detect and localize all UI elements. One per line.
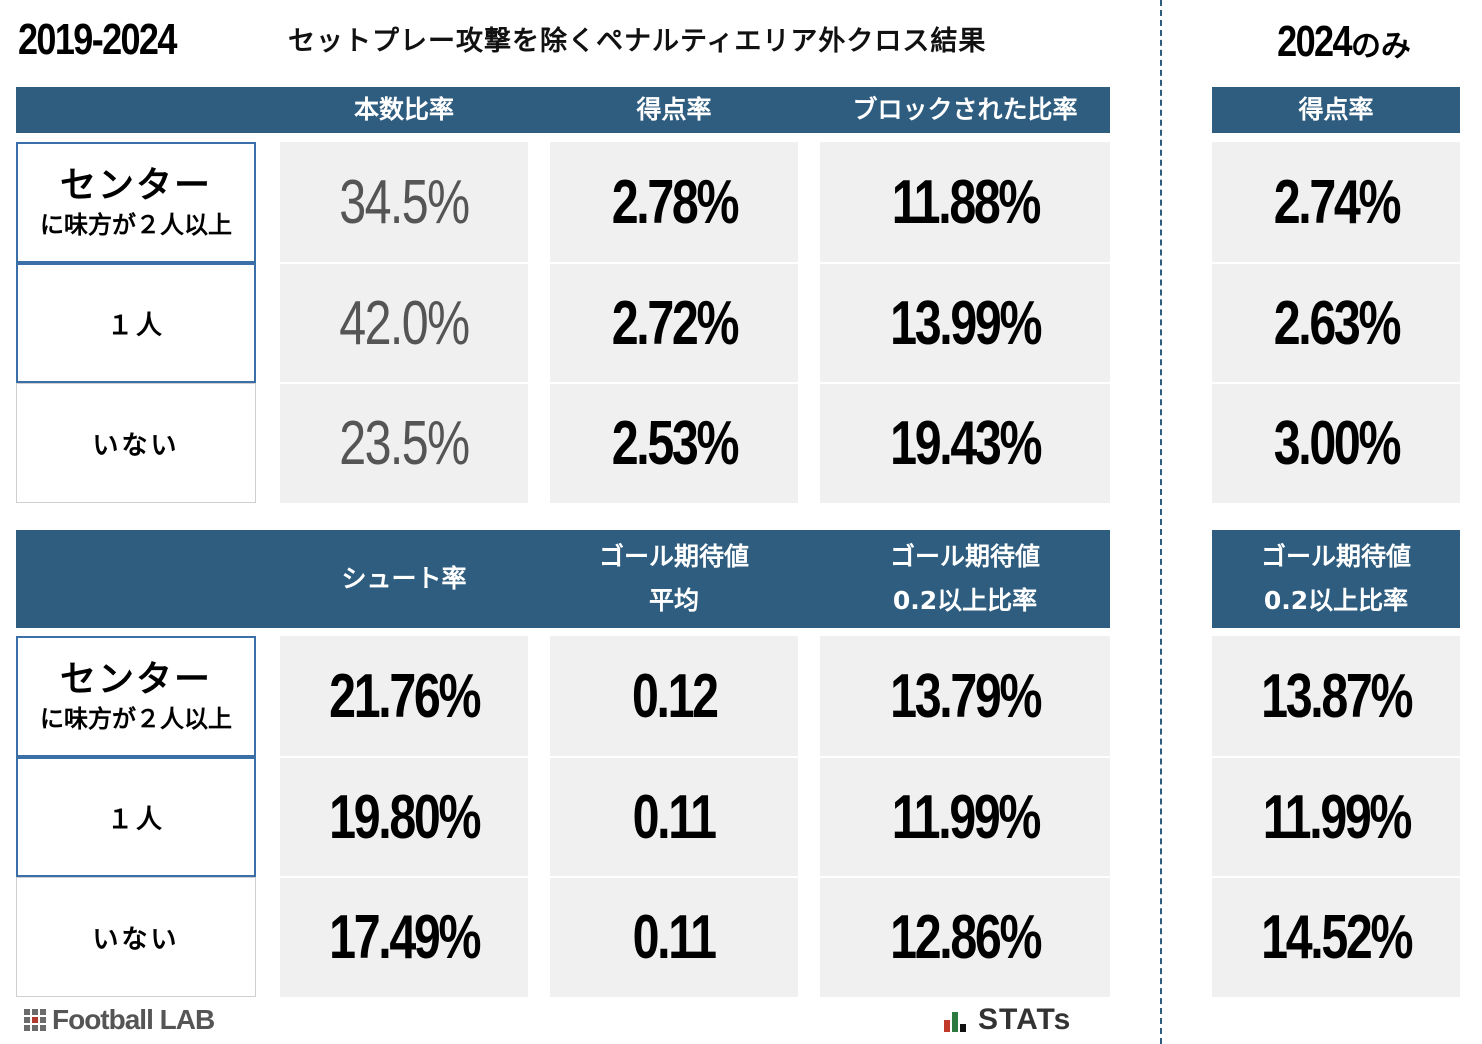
table-cell: 17.49% (280, 878, 528, 997)
data-label: 0.11 (632, 782, 717, 852)
table1-col2-header: 得点率 (636, 95, 712, 124)
table-cell: 11.99% (1212, 758, 1460, 876)
data-label: 0.12 (631, 661, 719, 731)
table1-right-header: 得点率 (1212, 87, 1460, 133)
stats-bars-icon (944, 1008, 968, 1032)
table-cell: 19.43% (820, 384, 1110, 503)
table-cell: 2.63% (1212, 264, 1460, 382)
row-label-main: いない (92, 924, 180, 955)
data-label: 0.11 (632, 903, 717, 972)
data-label: 13.99% (890, 288, 1042, 358)
table1-col1-header: 本数比率 (353, 95, 454, 124)
data-label: 3.00% (1273, 409, 1401, 478)
period-title: 2019-2024 (18, 15, 177, 64)
football-lab-grid-icon (24, 1009, 46, 1031)
row-label-sub: に味方が２人以上 (40, 704, 232, 733)
data-label: 2.78% (611, 167, 739, 237)
table2-col2-header: ゴール期待値 平均 (598, 542, 749, 615)
stats-text: STATs (978, 1003, 1072, 1036)
chart-subtitle: セットプレー攻撃を除くペナルティエリア外クロス結果 (288, 26, 987, 57)
data-label: 13.87% (1261, 661, 1413, 731)
data-label: 2.72% (611, 288, 739, 358)
table1-row-label-center: センター に味方が２人以上 (16, 142, 256, 263)
table-cell: 11.88% (820, 142, 1110, 262)
table-cell: 14.52% (1212, 878, 1460, 997)
table2-row-label-center: センター に味方が２人以上 (16, 636, 256, 757)
data-label: 13.79% (890, 661, 1042, 731)
row-label-main: いない (92, 430, 180, 461)
data-label: 11.99% (891, 782, 1041, 852)
row-label-main: センター (59, 658, 212, 700)
table-cell: 23.5% (280, 384, 528, 503)
table1-col3-header: ブロックされた比率 (852, 95, 1078, 124)
right-title-suffix: のみ (1350, 29, 1411, 64)
table-cell: 13.87% (1212, 636, 1460, 756)
table1-row-label-one: １人 (16, 263, 256, 383)
panel-divider (1160, 0, 1162, 1044)
table-cell: 2.72% (550, 264, 798, 382)
data-label: 11.88% (891, 167, 1041, 237)
football-lab-logo: Football LAB (24, 1002, 215, 1038)
table1-header-bar (16, 87, 1110, 133)
data-label: 19.43% (890, 409, 1042, 478)
table-cell: 13.99% (820, 264, 1110, 382)
data-label: 12.86% (890, 903, 1042, 972)
data-label: 2.74% (1273, 167, 1401, 237)
data-label: 17.49% (329, 903, 481, 972)
table-cell: 12.86% (820, 878, 1110, 997)
row-label-main: センター (59, 164, 212, 206)
football-lab-text: Football LAB (52, 1004, 215, 1035)
table-cell: 0.12 (550, 636, 798, 756)
row-label-sub: に味方が２人以上 (40, 210, 232, 239)
table-cell: 13.79% (820, 636, 1110, 756)
data-label: 2.63% (1273, 288, 1401, 358)
table-cell: 11.99% (820, 758, 1110, 876)
table1-row-label-none: いない (16, 383, 256, 503)
data-label: 2.53% (611, 409, 739, 478)
table-cell: 0.11 (550, 758, 798, 876)
table2-header-bar (16, 530, 1110, 628)
table2-col1-header: シュート率 (341, 564, 467, 593)
data-label: 11.99% (1262, 782, 1412, 852)
table-cell: 42.0% (280, 264, 528, 382)
data-label: 21.76% (329, 661, 481, 731)
table-cell: 0.11 (550, 878, 798, 997)
table2-row-label-one: １人 (16, 757, 256, 877)
stats-logo: STATs (944, 1000, 1071, 1040)
data-label: 19.80% (329, 782, 481, 852)
table-cell: 2.74% (1212, 142, 1460, 262)
table-cell: 2.78% (550, 142, 798, 262)
table2-col3-header: ゴール期待値 0.2以上比率 (889, 542, 1040, 615)
right-title-year: 2024 (1277, 17, 1352, 66)
row-label-main: １人 (106, 804, 165, 835)
data-label: 42.0% (339, 288, 470, 358)
row-label-main: １人 (106, 310, 165, 341)
table-cell: 19.80% (280, 758, 528, 876)
table-cell: 34.5% (280, 142, 528, 262)
data-label: 23.5% (339, 409, 470, 478)
right-panel-title: 2024のみ (1212, 10, 1460, 74)
table-cell: 2.53% (550, 384, 798, 503)
table2-right-header: ゴール期待値 0.2以上比率 (1212, 530, 1460, 628)
table2-row-label-none: いない (16, 877, 256, 997)
table-cell: 3.00% (1212, 384, 1460, 503)
data-label: 34.5% (339, 167, 470, 237)
table-cell: 21.76% (280, 636, 528, 756)
data-label: 14.52% (1261, 903, 1413, 972)
